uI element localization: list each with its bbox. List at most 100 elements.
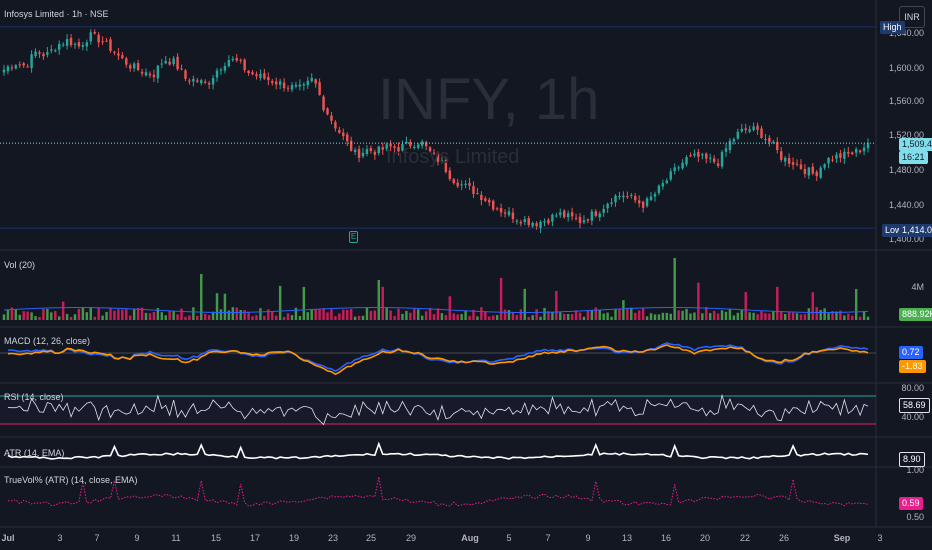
volume-bar [140, 307, 144, 320]
candle [776, 142, 779, 151]
volume-bar [14, 309, 18, 320]
volume-bar [831, 311, 834, 320]
candle [480, 194, 483, 201]
candle [294, 84, 298, 87]
volume-bar [424, 311, 428, 320]
candle [448, 170, 452, 180]
volume-bar [515, 315, 519, 320]
candle [823, 164, 826, 168]
volume-bar [862, 310, 866, 320]
candle [819, 167, 822, 178]
volume-bar [858, 316, 862, 320]
candle [732, 139, 736, 142]
volume-bar [543, 307, 546, 320]
volume-bar [235, 307, 238, 320]
watermark-name: Infosys Limited [386, 146, 520, 168]
candle [26, 66, 29, 68]
candle [397, 147, 400, 152]
candle [468, 182, 471, 186]
candle [200, 80, 203, 84]
volume-bar [61, 301, 65, 320]
volume-bar [361, 315, 365, 320]
earnings-marker[interactable]: E [349, 231, 358, 243]
candle [705, 153, 708, 159]
volume-bar [436, 308, 440, 320]
x-axis-label: Jul [1, 533, 15, 543]
candle [132, 63, 136, 69]
candle [527, 218, 530, 225]
candle [2, 69, 6, 73]
candle [645, 198, 649, 207]
chart-title: Infosys Limited · 1h · NSE [4, 9, 109, 19]
candle [637, 200, 641, 204]
candle [357, 148, 361, 158]
candle [310, 77, 313, 82]
atr-pane-title: ATR (14, EMA) [4, 448, 65, 458]
candle [602, 208, 605, 213]
volume-bar [657, 314, 661, 320]
volume-bar [428, 307, 432, 320]
candle [385, 144, 388, 149]
x-axis-label: 15 [210, 533, 222, 543]
volume-bar [369, 310, 373, 320]
volume-bar [606, 312, 609, 320]
volume-bar [377, 280, 381, 320]
candle [780, 151, 783, 160]
volume-bar [716, 313, 720, 320]
volume-bar [77, 308, 81, 320]
candle [401, 144, 404, 151]
truevol-axis-top: 1.00 [906, 465, 924, 475]
candle [54, 50, 57, 52]
volume-bar [527, 316, 530, 320]
currency-button[interactable]: INR [899, 6, 925, 28]
candle [381, 147, 384, 150]
candle [488, 199, 491, 203]
volume-bar [334, 316, 337, 320]
candle [578, 216, 582, 224]
candle [566, 213, 570, 218]
volume-bar [760, 311, 763, 320]
volume-bar [318, 309, 321, 320]
candle [97, 34, 100, 43]
candle [255, 74, 258, 77]
x-axis-label: 9 [134, 533, 140, 543]
x-axis-label: 29 [405, 533, 417, 543]
candle [117, 53, 120, 56]
volume-bar [26, 311, 29, 320]
candle [665, 180, 669, 184]
candle [594, 211, 598, 216]
candle [65, 39, 69, 46]
volume-bar [547, 311, 550, 320]
volume-bar [634, 312, 637, 320]
candle [73, 43, 77, 45]
volume-bar [752, 312, 755, 320]
candle [531, 222, 534, 227]
rsi-pane-title: RSI (14, close) [4, 392, 64, 402]
candle [85, 42, 89, 47]
candle [491, 200, 495, 210]
candle [783, 157, 787, 162]
candle [176, 56, 179, 70]
countdown-label: 16:21 [899, 151, 928, 164]
candle [172, 58, 175, 65]
candle [787, 157, 791, 164]
volume-bar [381, 286, 384, 320]
price-tick: 1,400.00 [888, 234, 924, 244]
candle [811, 166, 815, 174]
volume-bar [594, 307, 598, 320]
volume-bar [444, 315, 448, 320]
volume-bar [397, 308, 400, 320]
candle [464, 183, 467, 185]
candle [476, 193, 479, 195]
candle [835, 154, 838, 159]
volume-bar [598, 310, 601, 320]
volume-bar [385, 307, 388, 320]
x-axis-label: 22 [739, 533, 751, 543]
candle [677, 167, 680, 169]
volume-bar [503, 309, 507, 320]
x-axis-label: 3 [57, 533, 63, 543]
candle [239, 59, 242, 61]
candle [219, 69, 223, 71]
candle [235, 57, 238, 61]
